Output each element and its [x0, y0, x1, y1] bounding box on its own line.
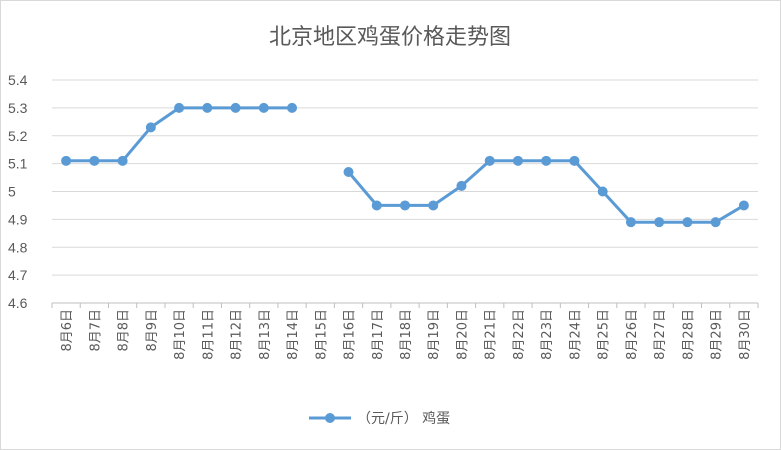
y-tick-label: 5.3	[8, 100, 28, 116]
legend-label: （元/斤） 鸡蛋	[357, 410, 450, 427]
data-point	[738, 200, 749, 211]
x-tick-label: 8月28日	[681, 309, 696, 360]
chart-title: 北京地区鸡蛋价格走势图	[269, 25, 511, 50]
x-tick-label: 8月14日	[286, 309, 301, 360]
y-tick-label: 5.4	[8, 72, 28, 88]
x-tick-label: 8月12日	[230, 309, 245, 360]
x-axis	[51, 302, 759, 308]
data-point	[61, 155, 72, 166]
x-tick-label: 8月30日	[738, 309, 753, 360]
data-point	[174, 102, 185, 113]
data-point	[230, 102, 241, 113]
x-tick-label: 8月27日	[653, 309, 668, 360]
legend: （元/斤） 鸡蛋	[309, 410, 450, 427]
y-tick-label: 4.6	[8, 295, 28, 311]
x-axis-ticks: 8月6日 8月7日 8月8日 8月9日 8月10日 8月11日 8月12日 8月13日 8月14…	[60, 309, 753, 360]
x-tick-label: 8月6日	[60, 309, 75, 352]
grid-lines	[52, 79, 758, 304]
legend-marker	[325, 413, 335, 423]
x-tick-label: 8月20日	[455, 309, 470, 360]
x-tick-label: 8月15日	[314, 309, 329, 360]
data-point	[287, 102, 298, 113]
series-group	[61, 102, 749, 228]
y-tick-label: 5.2	[8, 128, 28, 144]
data-point	[484, 155, 495, 166]
x-tick-label: 8月29日	[710, 309, 725, 360]
x-tick-label: 8月25日	[597, 309, 612, 360]
x-tick-label: 8月9日	[145, 309, 160, 352]
data-point	[625, 217, 636, 228]
data-point	[145, 122, 156, 133]
data-point	[654, 217, 665, 228]
x-tick-label: 8月13日	[258, 309, 273, 360]
y-axis-ticks: 4.6 4.7 4.8 4.9 5 5.1 5.2 5.3 5.4	[8, 72, 28, 311]
x-tick-label: 8月22日	[512, 309, 527, 360]
x-tick-label: 8月23日	[540, 309, 555, 360]
data-point	[682, 217, 693, 228]
x-tick-label: 8月7日	[88, 309, 103, 352]
data-point	[428, 200, 439, 211]
x-tick-label: 8月11日	[201, 309, 216, 360]
x-tick-label: 8月19日	[427, 309, 442, 360]
y-tick-label: 5	[8, 184, 16, 200]
data-point	[710, 217, 721, 228]
data-point	[343, 166, 354, 177]
x-tick-label: 8月24日	[568, 309, 583, 360]
x-tick-label: 8月16日	[343, 309, 358, 360]
x-tick-label: 8月8日	[117, 309, 132, 352]
y-tick-label: 4.8	[8, 239, 28, 255]
data-point	[541, 155, 552, 166]
y-tick-label: 4.7	[8, 267, 28, 283]
data-point	[512, 155, 523, 166]
x-tick-label: 8月18日	[399, 309, 414, 360]
y-tick-label: 4.9	[8, 211, 28, 227]
y-tick-label: 5.1	[8, 156, 28, 172]
data-point	[89, 155, 100, 166]
data-point	[456, 180, 467, 191]
x-tick-label: 8月26日	[625, 309, 640, 360]
data-point	[117, 155, 128, 166]
data-point	[597, 186, 608, 197]
data-point	[400, 200, 410, 211]
data-point	[258, 102, 269, 113]
data-point	[371, 200, 382, 211]
data-point	[569, 155, 580, 166]
x-tick-label: 8月21日	[484, 309, 499, 360]
x-tick-label: 8月17日	[371, 309, 386, 360]
x-tick-label: 8月10日	[173, 309, 188, 360]
data-point	[202, 102, 213, 113]
